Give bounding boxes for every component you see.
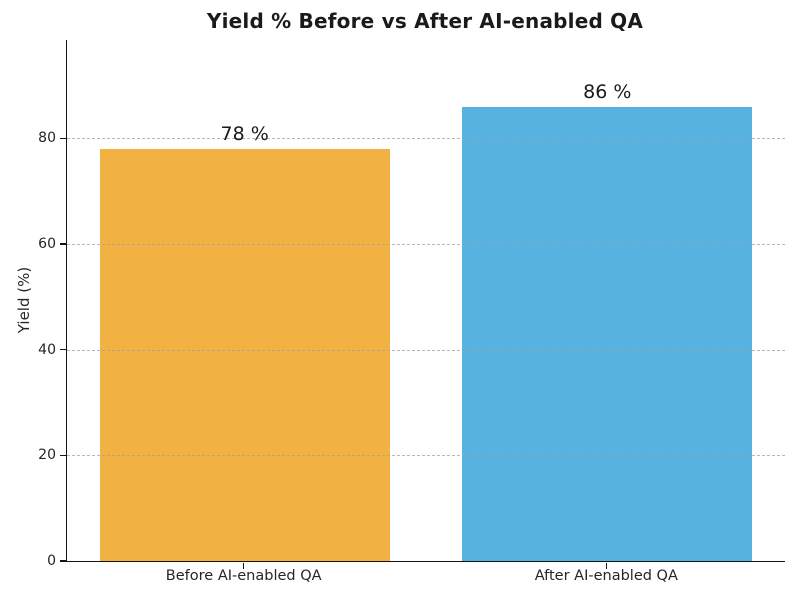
plot-area: 78 % 86 % <box>66 40 785 562</box>
y-tick-label: 0 <box>47 553 56 569</box>
y-tick-label: 40 <box>38 341 56 358</box>
bar <box>99 148 390 561</box>
chart-title: Yield % Before vs After AI-enabled QA <box>206 9 644 33</box>
x-tick-label: After AI-enabled QA <box>534 568 678 584</box>
gridline <box>67 138 785 140</box>
y-tick-mark <box>60 348 66 351</box>
gridline <box>67 455 785 457</box>
x-tick-mark <box>605 562 608 569</box>
bar-value-label: 86 % <box>583 80 632 103</box>
bar <box>462 106 753 561</box>
y-axis-label: Yield (%) <box>15 266 33 334</box>
bar-value-label: 78 % <box>220 122 269 145</box>
y-tick-label: 60 <box>38 235 56 252</box>
x-tick-label: Before AI-enabled QA <box>165 568 322 584</box>
y-tick-mark <box>60 560 66 562</box>
y-tick-mark <box>60 243 66 245</box>
y-tick-label: 20 <box>38 447 56 464</box>
x-tick-mark <box>242 562 245 569</box>
y-tick-mark <box>60 454 66 457</box>
y-tick-mark <box>60 137 66 140</box>
y-tick-label: 80 <box>38 130 56 147</box>
gridline <box>67 243 785 245</box>
gridline <box>67 349 785 351</box>
